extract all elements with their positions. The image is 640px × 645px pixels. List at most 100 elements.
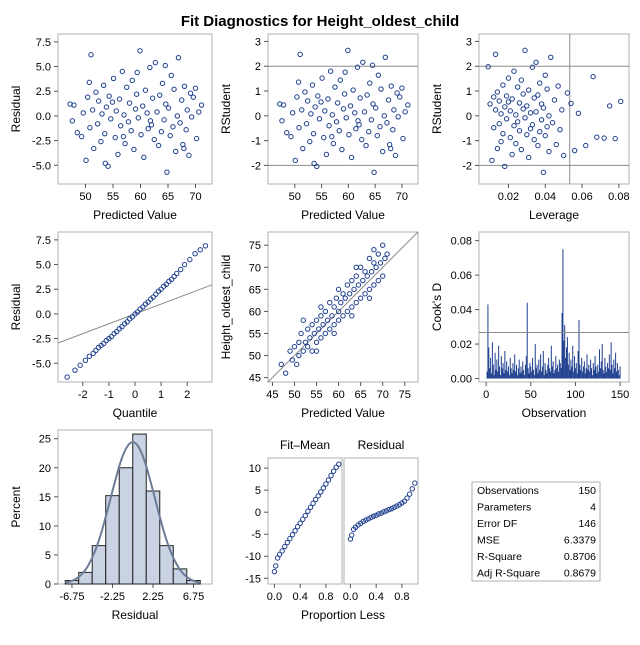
data-point	[494, 145, 501, 152]
stats-table: Observations 150 Parameters 4 Error DF 146 MSE…	[471, 481, 601, 582]
y-axis-label: Residual	[9, 86, 23, 133]
x-tick-label: 50	[288, 389, 300, 401]
x-tick-label: 50	[289, 191, 301, 203]
y-tick-label: -1	[251, 136, 261, 148]
x-tick-label: 50	[79, 191, 91, 203]
data-point	[546, 113, 552, 119]
data-point	[324, 317, 331, 323]
data-point	[289, 110, 296, 116]
data-point	[540, 105, 547, 111]
data-point	[158, 128, 165, 135]
y-tick-label: -2.5	[32, 136, 51, 148]
data-point	[105, 163, 111, 169]
data-point	[307, 504, 314, 511]
data-point	[64, 374, 70, 380]
data-point	[332, 84, 338, 90]
data-point	[171, 86, 177, 92]
data-point	[371, 169, 377, 176]
data-point	[388, 505, 395, 512]
data-point	[174, 113, 181, 119]
y-tick-label: 0.04	[451, 305, 472, 317]
x-tick-label: 65	[355, 389, 367, 401]
x-tick-label: 45	[266, 389, 278, 401]
data-point	[366, 286, 373, 293]
y-tick-label: 3	[255, 36, 261, 48]
data-point	[135, 115, 142, 121]
data-point	[349, 304, 355, 310]
data-point	[380, 242, 386, 248]
data-point	[371, 246, 377, 253]
data-point	[103, 104, 110, 110]
data-point	[399, 85, 405, 91]
data-point	[74, 129, 80, 136]
data-point	[375, 72, 382, 78]
data-point	[537, 80, 543, 86]
data-point	[342, 295, 348, 301]
data-point	[335, 286, 342, 293]
data-point	[395, 114, 401, 120]
x-tick-label: 1	[158, 389, 164, 401]
y-tick-label: -2	[251, 160, 261, 172]
data-point	[391, 504, 397, 511]
data-point	[377, 124, 383, 130]
data-point	[121, 112, 127, 118]
y-tick-label: 75	[249, 240, 261, 252]
data-point	[126, 100, 133, 106]
y-axis-label: Cook's D	[430, 283, 444, 332]
data-point	[320, 321, 326, 328]
rstudent-vs-pred-frame	[267, 33, 419, 185]
rstudent-vs-pred-panel: 50 55 60 65 70 -2 -1 0 1 2 3 Predicted Value RStuden…	[219, 33, 419, 222]
data-point	[378, 86, 384, 92]
data-point	[300, 145, 306, 152]
cooks-d-frame	[478, 231, 630, 383]
data-point	[349, 532, 355, 538]
data-point	[349, 277, 355, 284]
data-point	[500, 82, 506, 88]
data-point	[368, 269, 375, 275]
data-point	[594, 134, 600, 140]
data-point	[118, 123, 124, 129]
data-point	[291, 344, 298, 350]
data-point	[82, 357, 89, 363]
data-point	[612, 135, 618, 142]
data-point	[312, 496, 319, 503]
data-point	[88, 52, 94, 58]
data-point	[527, 110, 534, 116]
data-point	[388, 83, 394, 89]
stats-label: R-Square	[477, 551, 522, 563]
y-tick-label: 0.06	[451, 270, 472, 282]
y-tick-label: 0	[255, 507, 261, 519]
data-point	[327, 68, 334, 74]
data-point	[338, 299, 344, 306]
y-tick-label: 0.00	[451, 374, 472, 386]
data-point	[339, 146, 345, 153]
data-point	[134, 309, 141, 315]
data-point	[363, 517, 369, 523]
y-tick-label: -2.5	[32, 334, 51, 346]
data-point	[302, 513, 309, 519]
data-point	[141, 154, 147, 161]
data-point	[287, 535, 293, 542]
data-point	[533, 109, 539, 115]
data-point	[375, 277, 381, 284]
data-point	[400, 135, 406, 142]
data-point	[542, 72, 548, 78]
y-tick-label: 1	[466, 86, 472, 98]
data-point	[360, 277, 366, 284]
stats-label: Parameters	[477, 502, 531, 514]
x-tick-label: 60	[134, 191, 146, 203]
data-point	[360, 518, 367, 525]
data-point	[183, 127, 189, 133]
data-point	[572, 147, 578, 154]
data-point	[361, 109, 368, 115]
data-point	[187, 90, 194, 96]
data-point	[158, 286, 164, 292]
data-point	[544, 86, 550, 92]
data-point	[496, 121, 502, 127]
data-point	[496, 98, 502, 104]
data-point	[606, 103, 613, 109]
data-point	[113, 108, 120, 114]
data-point	[503, 93, 510, 99]
y-tick-label: -1	[462, 136, 472, 148]
